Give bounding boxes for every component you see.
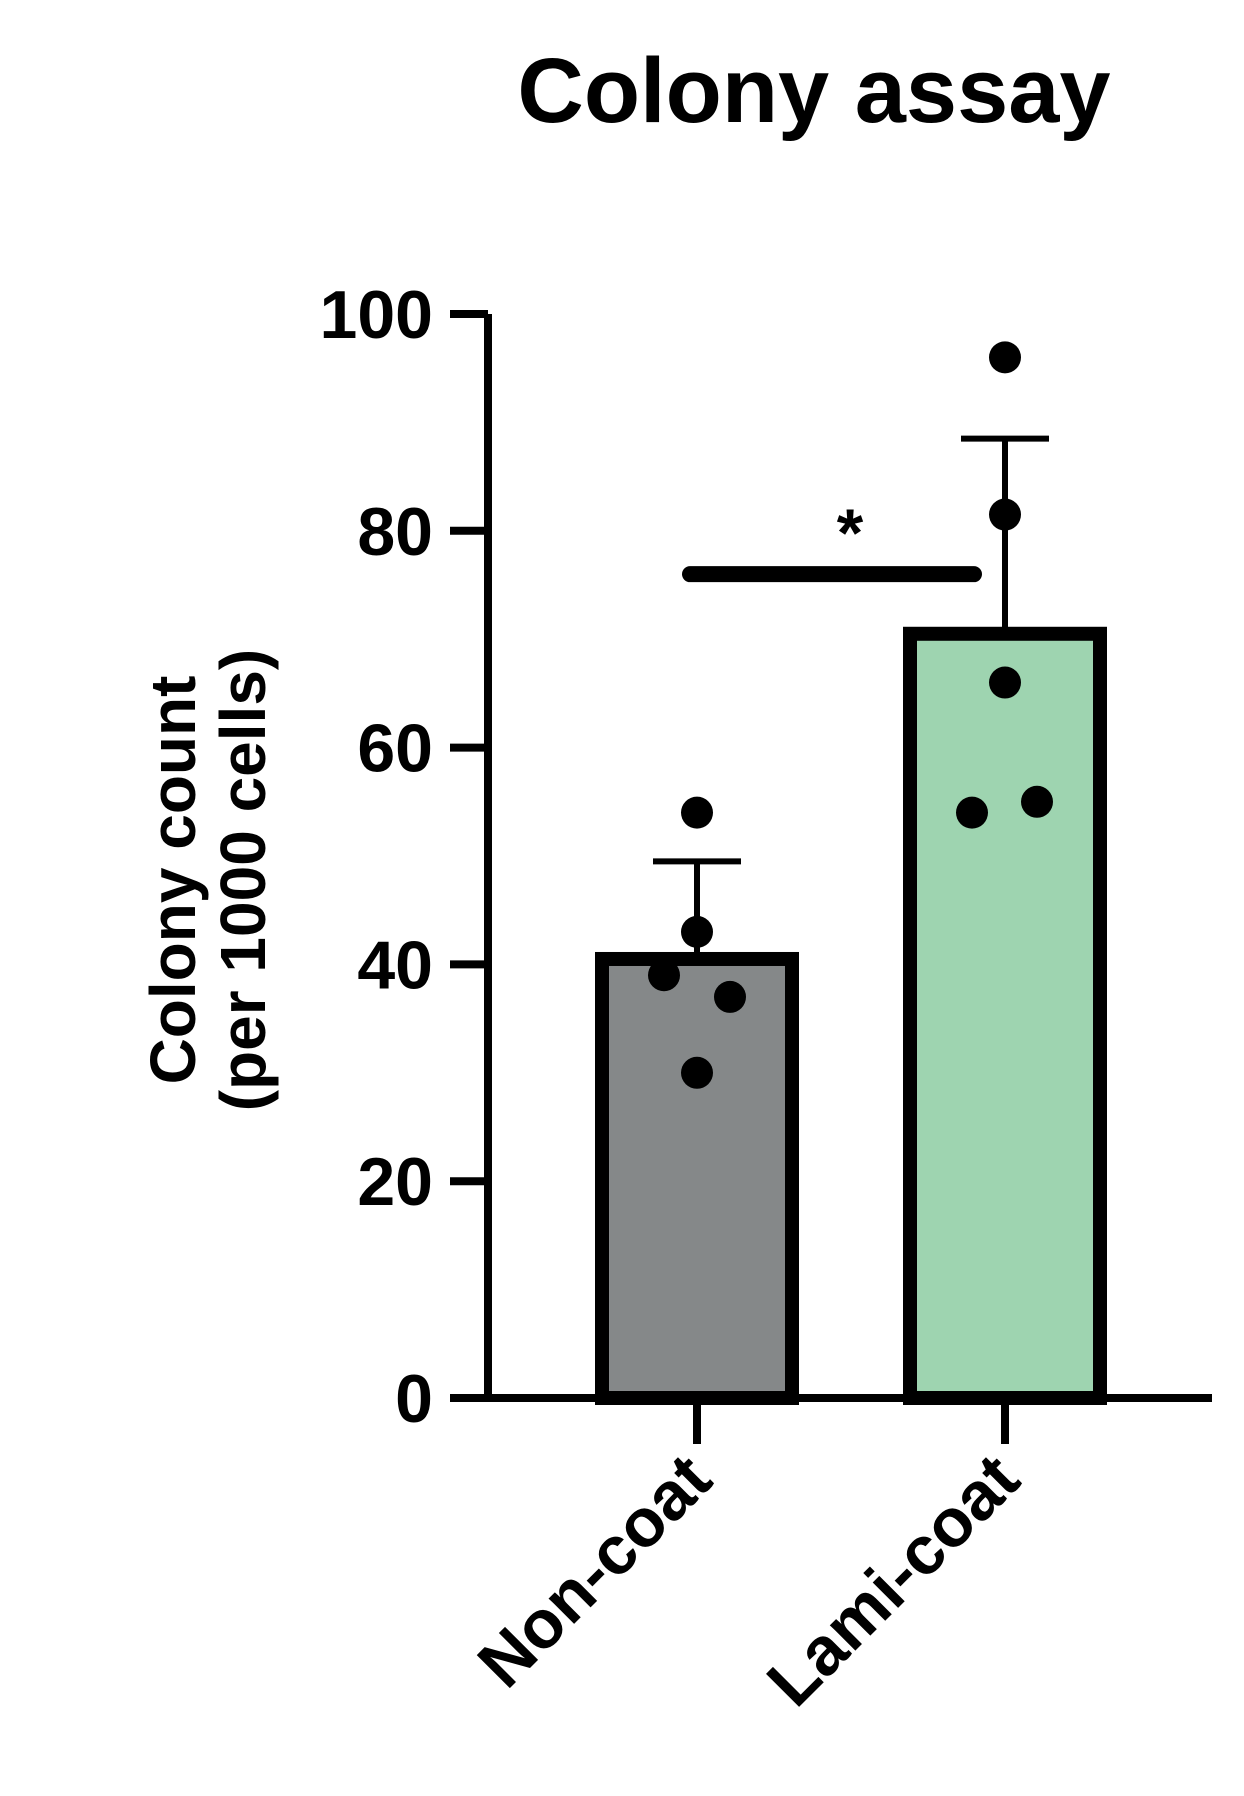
y-axis-label-line-2: (per 1000 cells) [207,649,279,1112]
x-tick-label-1: Non-coat [464,1440,726,1702]
y-tick-label-80: 80 [357,494,433,570]
data-point-1-3 [648,959,680,992]
y-tick-label-20: 20 [357,1144,433,1220]
data-point-1-1 [681,796,713,829]
chart-title: Colony assay [517,40,1110,142]
data-point-2-3 [989,666,1021,699]
y-tick-label-0: 0 [395,1361,433,1437]
data-point-2-5 [956,796,988,829]
plot-area: * 0 20 40 60 80 100 Non-coat Lami-coat [320,277,1212,1721]
data-point-1-4 [714,980,746,1013]
significance-label: * [837,495,864,571]
x-tick-label-2: Lami-coat [753,1440,1034,1721]
y-axis-label-line-1: Colony count [137,676,209,1085]
y-tick-label-100: 100 [320,277,433,353]
data-point-1-5 [681,1056,713,1089]
y-tick-label-60: 60 [357,711,433,787]
data-point-2-1 [989,341,1021,374]
data-point-2-2 [989,498,1021,531]
data-point-2-4 [1021,785,1053,818]
bar-2 [903,626,1107,1405]
bar-1 [595,951,799,1405]
y-tick-label-40: 40 [357,927,433,1003]
data-point-1-2 [681,915,713,948]
